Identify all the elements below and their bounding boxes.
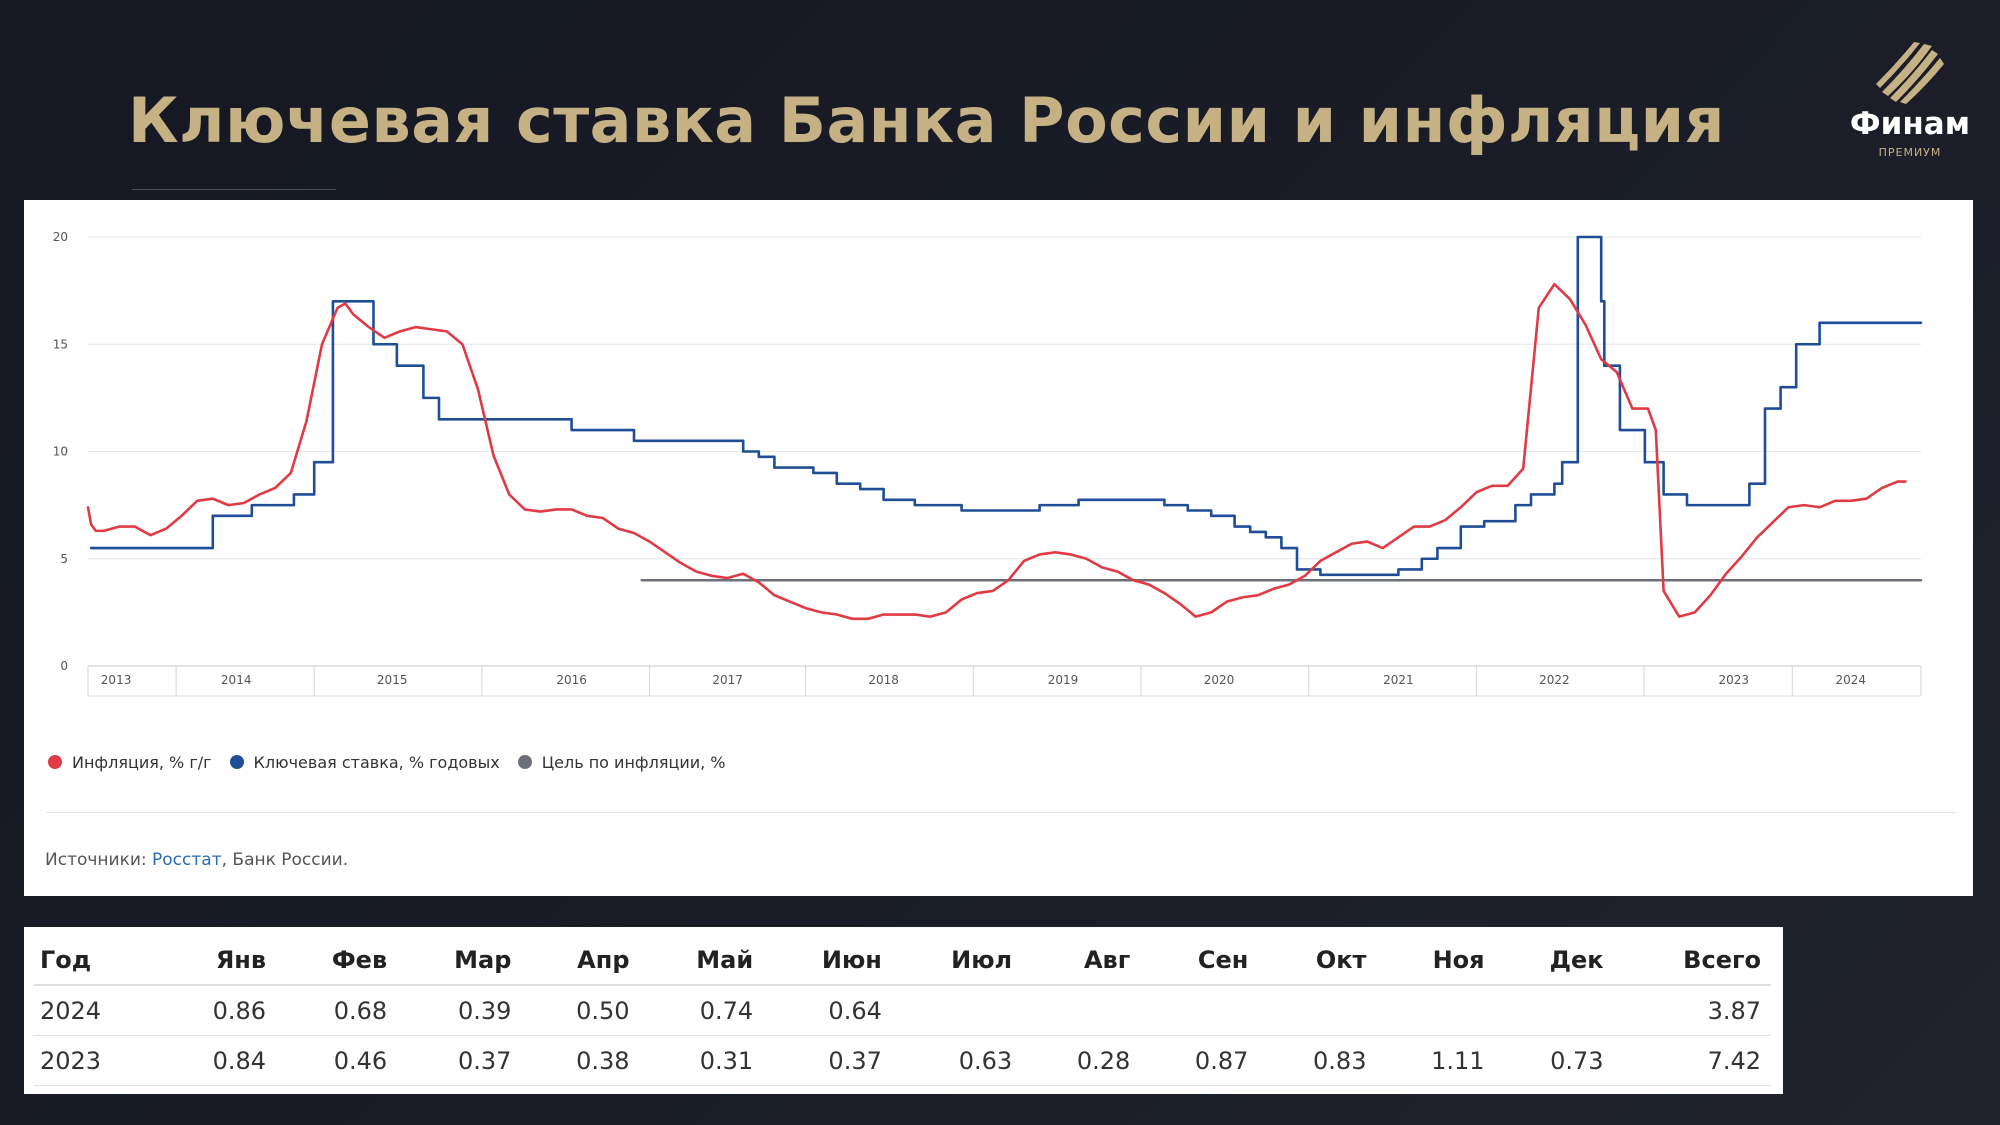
table-cell: 0.46: [276, 1035, 398, 1086]
col-header-mar: Мар: [397, 935, 522, 986]
col-header-dec: Дек: [1494, 935, 1614, 986]
col-header-sep: Сен: [1140, 935, 1259, 986]
table-row: 2024 0.86 0.68 0.39 0.50 0.74 0.64 3.87: [34, 985, 1771, 1036]
key-rate-series-line: [89, 235, 1923, 577]
sources-prefix: Источники:: [45, 850, 153, 870]
table-cell: [1258, 985, 1377, 1036]
x-tick-label: 2014: [221, 673, 252, 687]
col-header-year: Год: [34, 935, 158, 986]
col-header-apr: Апр: [521, 935, 640, 986]
col-header-total: Всего: [1613, 935, 1771, 986]
sources-suffix: , Банк России.: [221, 850, 349, 870]
x-tick-label: 2018: [868, 673, 899, 687]
x-tick-label: 2015: [377, 673, 408, 687]
legend-item-key-rate[interactable]: Ключевая ставка, % годовых: [229, 752, 500, 772]
line-chart: 0 5 10 15 20 2013 2014 2015 2016 2017 2018 2019 2020…: [53, 230, 1923, 697]
legend-dot-target: [517, 755, 532, 769]
col-header-may: Май: [639, 935, 764, 986]
table-cell: 0.83: [1258, 1035, 1377, 1086]
table-cell: 0.50: [521, 985, 640, 1036]
table-cell: [1494, 985, 1614, 1036]
legend-label-target: Цель по инфляции, %: [541, 752, 726, 772]
y-tick-label: 10: [53, 445, 68, 459]
col-header-jun: Июн: [763, 935, 892, 986]
table-cell: 0.84: [157, 1035, 277, 1086]
table-cell: 0.86: [157, 985, 277, 1036]
finam-logo: Финам ПРЕМИУМ: [1840, 40, 1980, 164]
table-cell: 0.31: [639, 1035, 764, 1086]
col-header-jul: Июл: [891, 935, 1023, 986]
table-cell: 0.39: [397, 985, 522, 1036]
logo-wordmark: Финам: [1849, 106, 1971, 142]
table-cell: 2024: [34, 985, 158, 1036]
x-tick-label: 2019: [1048, 673, 1079, 687]
y-tick-label: 0: [60, 659, 68, 673]
title-divider: [132, 189, 336, 190]
x-tick-label: 2020: [1204, 673, 1235, 687]
inflation-series-line: [86, 282, 1907, 621]
sources-line: Источники: Росстат, Банк России.: [45, 850, 348, 870]
y-tick-label: 5: [60, 552, 68, 566]
col-header-nov: Ноя: [1376, 935, 1495, 986]
col-header-jan: Янв: [157, 935, 277, 986]
inflation-table-card: Год Янв Фев Мар Апр Май Июн Июл Авг Сен …: [24, 927, 1783, 1094]
table-cell: [1376, 985, 1495, 1036]
table-cell: [1140, 985, 1259, 1036]
x-tick-label: 2013: [101, 673, 132, 687]
source-link-rosstat[interactable]: Росстат: [152, 850, 222, 870]
monthly-inflation-table: Год Янв Фев Мар Апр Май Июн Июл Авг Сен …: [34, 935, 1771, 1086]
table-cell: 0.63: [891, 1035, 1023, 1086]
legend-dot-inflation: [48, 755, 62, 769]
x-tick-label: 2022: [1539, 673, 1570, 687]
chart-legend: Инфляция, % г/г Ключевая ставка, % годов…: [48, 750, 744, 774]
col-header-feb: Фев: [276, 935, 398, 986]
col-header-aug: Авг: [1022, 935, 1141, 986]
chart-divider: [46, 812, 1956, 813]
finam-logo-icon: [1876, 42, 1944, 104]
table-cell: 3.87: [1613, 985, 1771, 1036]
y-tick-label: 20: [53, 230, 68, 244]
table-cell: 7.42: [1613, 1035, 1771, 1086]
table-row: 2023 0.84 0.46 0.37 0.38 0.31 0.37 0.63 …: [34, 1035, 1771, 1086]
table-cell: 0.37: [397, 1035, 522, 1086]
x-tick-label: 2016: [556, 673, 587, 687]
table-cell: 0.37: [763, 1035, 892, 1086]
page-title: Ключевая ставка Банка России и инфляция: [128, 84, 1725, 157]
table-header-row: Год Янв Фев Мар Апр Май Июн Июл Авг Сен …: [34, 935, 1771, 986]
table-cell: 0.74: [639, 985, 764, 1036]
table-cell: [891, 985, 1023, 1036]
x-tick-label: 2017: [712, 673, 743, 687]
legend-label-key-rate: Ключевая ставка, % годовых: [253, 752, 500, 772]
legend-dot-key-rate: [229, 755, 244, 769]
table-cell: 2023: [34, 1035, 158, 1086]
x-tick-label: 2024: [1836, 673, 1867, 687]
legend-item-inflation[interactable]: Инфляция, % г/г: [48, 753, 212, 772]
table-cell: 0.87: [1140, 1035, 1259, 1086]
x-tick-label: 2021: [1383, 673, 1414, 687]
y-tick-label: 15: [53, 337, 68, 351]
legend-item-target[interactable]: Цель по инфляции, %: [517, 752, 726, 772]
table-cell: [1022, 985, 1141, 1036]
table-cell: 1.11: [1376, 1035, 1495, 1086]
logo-subtitle: ПРЕМИУМ: [1878, 146, 1942, 159]
table-cell: 0.73: [1494, 1035, 1614, 1086]
table-cell: 0.38: [521, 1035, 640, 1086]
legend-label-inflation: Инфляция, % г/г: [72, 752, 212, 772]
col-header-oct: Окт: [1258, 935, 1377, 986]
x-tick-label: 2023: [1719, 673, 1750, 687]
table-cell: 0.28: [1022, 1035, 1141, 1086]
table-cell: 0.68: [276, 985, 398, 1036]
chart-card: 0 5 10 15 20 2013 2014 2015 2016 2017 2018 2019 2020…: [24, 200, 1973, 896]
table-cell: 0.64: [763, 985, 892, 1036]
